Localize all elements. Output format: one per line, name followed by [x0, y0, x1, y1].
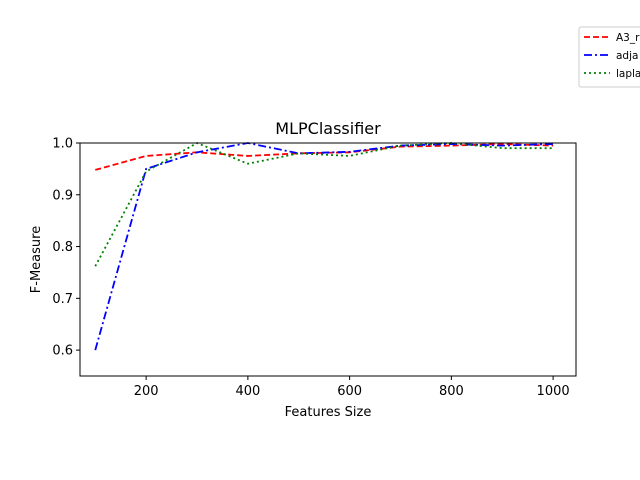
series-layer — [94, 142, 554, 351]
x-tick-label: 1000 — [537, 384, 570, 399]
y-tick-label: 1.0 — [52, 137, 73, 152]
y-tick-label: 0.7 — [52, 292, 73, 307]
y-tick-label: 0.8 — [52, 240, 73, 255]
legend-label: A3_r — [616, 32, 640, 44]
plot-frame — [79, 142, 577, 377]
x-axis-label: Features Size — [285, 405, 372, 420]
legend-label: lapla — [616, 68, 640, 80]
x-tick-label: 600 — [337, 384, 362, 399]
y-tick-label: 0.6 — [52, 344, 73, 359]
x-tick-label: 800 — [439, 384, 464, 399]
x-tick-label: 200 — [134, 384, 159, 399]
x-axis: 200 400 600 800 1000 — [134, 376, 570, 399]
chart-title: MLPClassifier — [275, 119, 381, 138]
y-tick-label: 0.9 — [52, 188, 73, 203]
x-tick-label: 400 — [235, 384, 260, 399]
y-axis-label: F-Measure — [29, 226, 44, 293]
legend-label: adja — [616, 50, 638, 62]
series-line-3 — [94, 142, 554, 267]
legend-box — [578, 26, 640, 88]
y-axis: 0.6 0.7 0.8 0.9 1.0 — [52, 137, 80, 359]
